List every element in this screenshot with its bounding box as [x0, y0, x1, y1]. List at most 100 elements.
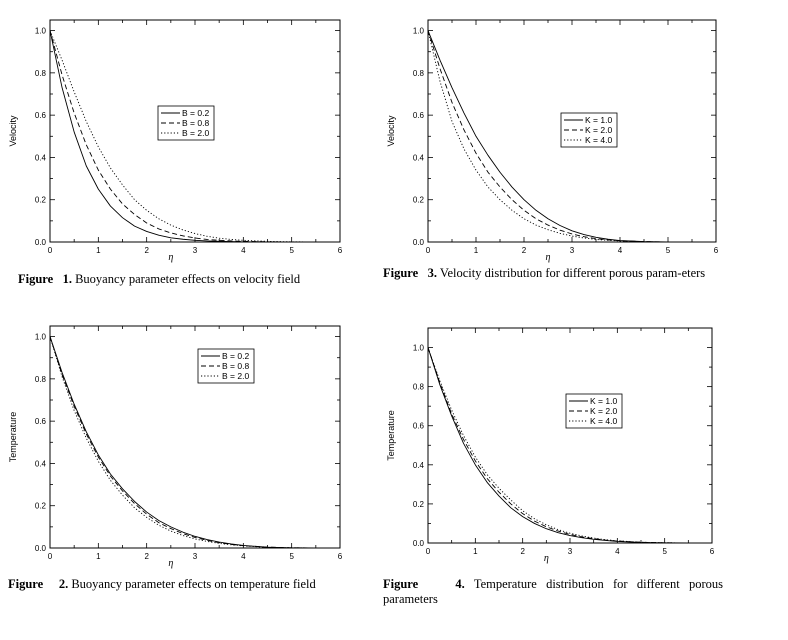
legend-box	[565, 393, 623, 429]
caption-label: Figure	[383, 577, 419, 591]
series-line-2	[427, 347, 712, 544]
x-tick-label: 5	[666, 246, 671, 255]
x-tick-label: 2	[144, 552, 149, 561]
series-group	[427, 30, 716, 243]
x-axis-label: η	[168, 558, 173, 569]
legend-label: B = 2.0	[182, 128, 209, 138]
caption-text: Buoyancy parameter effects on velocity f…	[75, 272, 301, 286]
legend: B = 0.2B = 0.8B = 2.0	[157, 105, 215, 141]
y-axis-label: Velocity	[386, 115, 396, 147]
caption-number: 1.	[62, 272, 72, 286]
caption-number: 2.	[58, 577, 69, 591]
y-tick-label: 0.4	[413, 153, 425, 162]
y-axis-label: Velocity	[8, 115, 18, 147]
legend: B = 0.2B = 0.8B = 2.0	[197, 348, 255, 384]
legend-label: B = 0.8	[182, 118, 209, 128]
caption-text: Temperature distribution for different p…	[383, 577, 724, 606]
plot-frame	[427, 327, 713, 544]
x-tick-label: 6	[714, 246, 719, 255]
caption-number: 3.	[427, 266, 437, 280]
caption-figure-3: Figure 3. Velocity distribution for diff…	[383, 266, 723, 281]
legend-box	[197, 348, 255, 384]
x-tick-label: 1	[474, 246, 479, 255]
y-axis: 0.0 0.2 0.4 0.6 0.8 1.0 Velocity	[8, 27, 340, 247]
x-tick-label: 3	[193, 246, 198, 255]
y-tick-label: 0.0	[35, 238, 47, 247]
y-tick-label: 0.0	[35, 544, 47, 553]
y-axis: 0.0 0.2 0.4 0.6 0.8 1.0 Temperature	[386, 344, 712, 548]
legend-label: B = 0.2	[222, 351, 249, 361]
caption-figure-1: Figure 1. Buoyancy parameter effects on …	[18, 272, 348, 287]
x-tick-label: 4	[241, 552, 246, 561]
series-line-2	[49, 336, 340, 549]
y-tick-label: 0.8	[35, 375, 47, 384]
x-tick-label: 3	[568, 547, 573, 556]
y-tick-label: 0.2	[35, 502, 47, 511]
series-line-2	[49, 30, 340, 243]
x-axis: 0 1 2 3 4 5 6 η	[48, 326, 343, 569]
x-tick-label: 0	[426, 547, 431, 556]
legend-label: B = 0.8	[222, 361, 249, 371]
x-tick-label: 3	[193, 552, 198, 561]
legend-label: K = 1.0	[590, 396, 617, 406]
y-tick-label: 0.4	[413, 461, 425, 470]
y-tick-label: 0.0	[413, 539, 425, 548]
legend-label: K = 2.0	[590, 406, 617, 416]
y-tick-label: 1.0	[35, 333, 47, 342]
x-tick-label: 2	[144, 246, 149, 255]
x-tick-label: 1	[96, 246, 101, 255]
y-axis: 0.0 0.2 0.4 0.6 0.8 1.0 Temperature	[8, 333, 340, 553]
caption-figure-4: Figure 4. Temperature distribution for d…	[383, 577, 723, 607]
x-axis: 0 1 2 3 4 5 6 η	[426, 328, 715, 564]
series-line-2	[427, 30, 716, 243]
x-tick-label: 5	[662, 547, 667, 556]
legend-box	[560, 112, 618, 148]
x-tick-label: 3	[570, 246, 575, 255]
x-tick-label: 6	[338, 246, 343, 255]
chart-temperature-buoyancy: 0 1 2 3 4 5 6 η 0.0 0.2 0.4 0.6 0.8 1.0 Temperature B =…	[8, 325, 343, 569]
x-axis-label: η	[546, 252, 551, 263]
y-tick-label: 0.6	[35, 111, 47, 120]
y-tick-label: 0.6	[413, 422, 425, 431]
series-line-3	[49, 30, 340, 243]
y-tick-label: 0.2	[413, 500, 425, 509]
x-tick-label: 4	[241, 246, 246, 255]
x-axis-label: η	[168, 252, 173, 263]
series-group	[49, 336, 340, 549]
legend-label: K = 4.0	[585, 135, 612, 145]
series-line-1	[49, 30, 340, 243]
caption-label: Figure	[383, 266, 419, 280]
series-line-3	[427, 347, 712, 544]
x-tick-label: 6	[710, 547, 715, 556]
x-tick-label: 4	[618, 246, 623, 255]
legend-label: K = 4.0	[590, 416, 617, 426]
legend-label: B = 2.0	[222, 371, 249, 381]
series-line-3	[427, 30, 716, 243]
y-tick-label: 0.4	[35, 153, 47, 162]
caption-label: Figure	[18, 272, 54, 286]
legend: K = 1.0K = 2.0K = 4.0	[560, 112, 618, 148]
caption-figure-2: Figure 2. Buoyancy parameter effects on …	[8, 577, 348, 592]
x-tick-label: 0	[426, 246, 431, 255]
y-tick-label: 1.0	[413, 344, 425, 353]
chart-velocity-porous: 0 1 2 3 4 5 6 η 0.0 0.2 0.4 0.6 0.8 1.0 Velocity K = 1.…	[386, 19, 719, 263]
y-tick-label: 0.8	[413, 69, 425, 78]
x-axis: 0 1 2 3 4 5 6 η	[48, 20, 343, 263]
series-line-3	[49, 336, 340, 549]
y-tick-label: 1.0	[35, 27, 47, 36]
caption-text: Buoyancy parameter effects on temperatur…	[71, 577, 316, 591]
legend-label: K = 2.0	[585, 125, 612, 135]
x-tick-label: 2	[522, 246, 527, 255]
x-tick-label: 0	[48, 552, 53, 561]
y-tick-label: 0.2	[413, 196, 425, 205]
y-tick-label: 1.0	[413, 27, 425, 36]
x-tick-label: 0	[48, 246, 53, 255]
series-line-1	[49, 336, 340, 549]
series-line-1	[427, 347, 712, 544]
caption-text: Velocity distribution for different poro…	[439, 266, 706, 280]
chart-velocity-buoyancy: 0 1 2 3 4 5 6 η 0.0 0.2 0.4 0.6 0.8 1.0 Velocity B = 0.…	[8, 19, 343, 263]
y-axis-label: Temperature	[386, 410, 396, 461]
x-tick-label: 5	[289, 246, 294, 255]
y-axis-label: Temperature	[8, 412, 18, 463]
x-tick-label: 2	[520, 547, 525, 556]
